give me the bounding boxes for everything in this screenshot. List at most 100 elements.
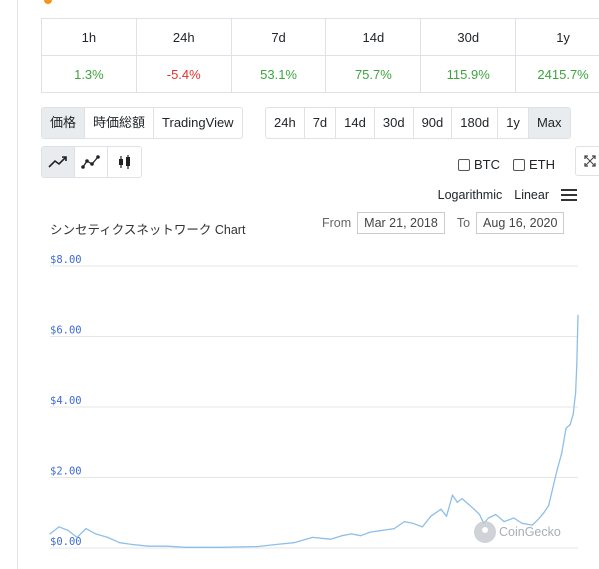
tab-market-cap[interactable]: 時価総額 [85, 108, 155, 138]
change-header-1y: 1y [515, 18, 599, 56]
price-point [239, 546, 241, 548]
line-chart-icon [48, 156, 67, 168]
candlestick-icon [118, 155, 130, 169]
time-range-tabs: 24h 7d 14d 30d 90d 180d 1y Max [265, 107, 571, 139]
price-point [421, 526, 423, 528]
price-point [58, 526, 60, 528]
price-point [473, 508, 475, 510]
price-point [552, 487, 554, 489]
price-point [456, 501, 458, 503]
price-point [85, 528, 87, 530]
fullscreen-button[interactable] [575, 146, 599, 176]
price-point [393, 528, 395, 530]
price-point [350, 533, 353, 535]
price-point [95, 533, 97, 535]
price-point [107, 536, 109, 538]
range-30d[interactable]: 30d [375, 108, 414, 138]
price-point [495, 513, 497, 516]
y-tick-label: $2.00 [50, 466, 82, 478]
price-point [565, 427, 567, 429]
price-point [537, 519, 539, 521]
price-point [513, 517, 515, 519]
y-tick-label: $0.00 [50, 536, 82, 548]
price-series-line [49, 315, 579, 548]
price-point [329, 538, 332, 540]
price-chart[interactable]: $0.00 $2.00 $4.00 $6.00 $8.00 [0, 240, 599, 569]
line-chart-button[interactable] [42, 147, 75, 177]
change-value-14d: 75.7% [325, 55, 422, 93]
chart-view-tabs: 価格 時価総額 TradingView [41, 107, 243, 139]
price-point [360, 535, 362, 537]
page-left-border [17, 0, 18, 569]
change-value-row: 1.3% -5.4% 53.1% 75.7% 115.9% 2415.7% [41, 55, 599, 93]
compare-btc-label: BTC [474, 157, 500, 172]
coin-status-dot [44, 0, 52, 4]
change-header-30d: 30d [420, 18, 517, 56]
eth-checkbox-box[interactable] [513, 158, 525, 171]
range-180d[interactable]: 180d [452, 108, 499, 138]
compare-eth-label: ETH [529, 157, 555, 172]
price-point [67, 529, 69, 531]
price-point [311, 536, 314, 538]
expand-icon [584, 155, 596, 167]
compare-eth-checkbox[interactable]: ETH [513, 157, 555, 172]
price-point [461, 498, 463, 500]
price-point [147, 545, 150, 547]
coingecko-watermark: CoinGecko [474, 521, 561, 543]
price-point [451, 494, 454, 496]
y-tick-label: $4.00 [50, 395, 82, 407]
from-date-input[interactable]: Mar 21, 2018 [357, 212, 445, 234]
compare-btc-checkbox[interactable]: BTC [458, 157, 500, 172]
change-value-1h: 1.3% [41, 55, 137, 93]
price-point [467, 503, 469, 505]
scale-linear[interactable]: Linear [514, 188, 549, 202]
range-14d[interactable]: 14d [336, 108, 375, 138]
price-point [487, 517, 490, 519]
price-point [221, 546, 223, 548]
price-point [440, 508, 442, 510]
price-point [572, 413, 574, 415]
scatter-line-icon [81, 155, 100, 169]
range-24h[interactable]: 24h [266, 108, 305, 138]
price-point [478, 513, 481, 516]
chart-type-group [41, 146, 142, 178]
watermark-text: CoinGecko [499, 525, 561, 539]
to-date-input[interactable]: Aug 16, 2020 [476, 212, 565, 234]
range-7d[interactable]: 7d [305, 108, 337, 138]
price-point [403, 521, 405, 523]
price-point [556, 469, 558, 471]
range-90d[interactable]: 90d [414, 108, 453, 138]
tab-price[interactable]: 価格 [42, 108, 86, 138]
change-value-1y: 2415.7% [515, 55, 599, 93]
price-point [202, 546, 204, 548]
scale-toggle-row: Logarithmic Linear [438, 188, 577, 202]
range-max[interactable]: Max [528, 108, 570, 138]
price-point [430, 515, 432, 517]
candlestick-button[interactable] [108, 147, 141, 177]
menu-icon[interactable] [561, 189, 577, 201]
price-point [503, 521, 505, 523]
price-point [293, 542, 295, 544]
price-point [576, 364, 578, 366]
price-point [49, 533, 51, 535]
btc-checkbox-box[interactable] [458, 158, 470, 171]
price-point [531, 524, 533, 526]
price-point [256, 546, 258, 548]
change-value-30d: 115.9% [420, 55, 517, 93]
price-point [575, 392, 577, 394]
change-header-7d: 7d [230, 18, 327, 56]
range-1y[interactable]: 1y [498, 108, 529, 138]
change-value-7d: 53.1% [230, 55, 327, 93]
price-point [165, 545, 168, 547]
price-point [577, 314, 579, 316]
change-value-24h: -5.4% [135, 55, 232, 93]
change-header-1h: 1h [41, 18, 137, 56]
price-point [543, 512, 545, 514]
price-point [369, 531, 371, 533]
price-point [561, 452, 563, 454]
scatter-line-button[interactable] [75, 147, 108, 177]
scale-logarithmic[interactable]: Logarithmic [437, 188, 503, 202]
tab-tradingview[interactable]: TradingView [162, 115, 234, 130]
price-point [548, 505, 550, 507]
change-header-14d: 14d [325, 18, 422, 56]
